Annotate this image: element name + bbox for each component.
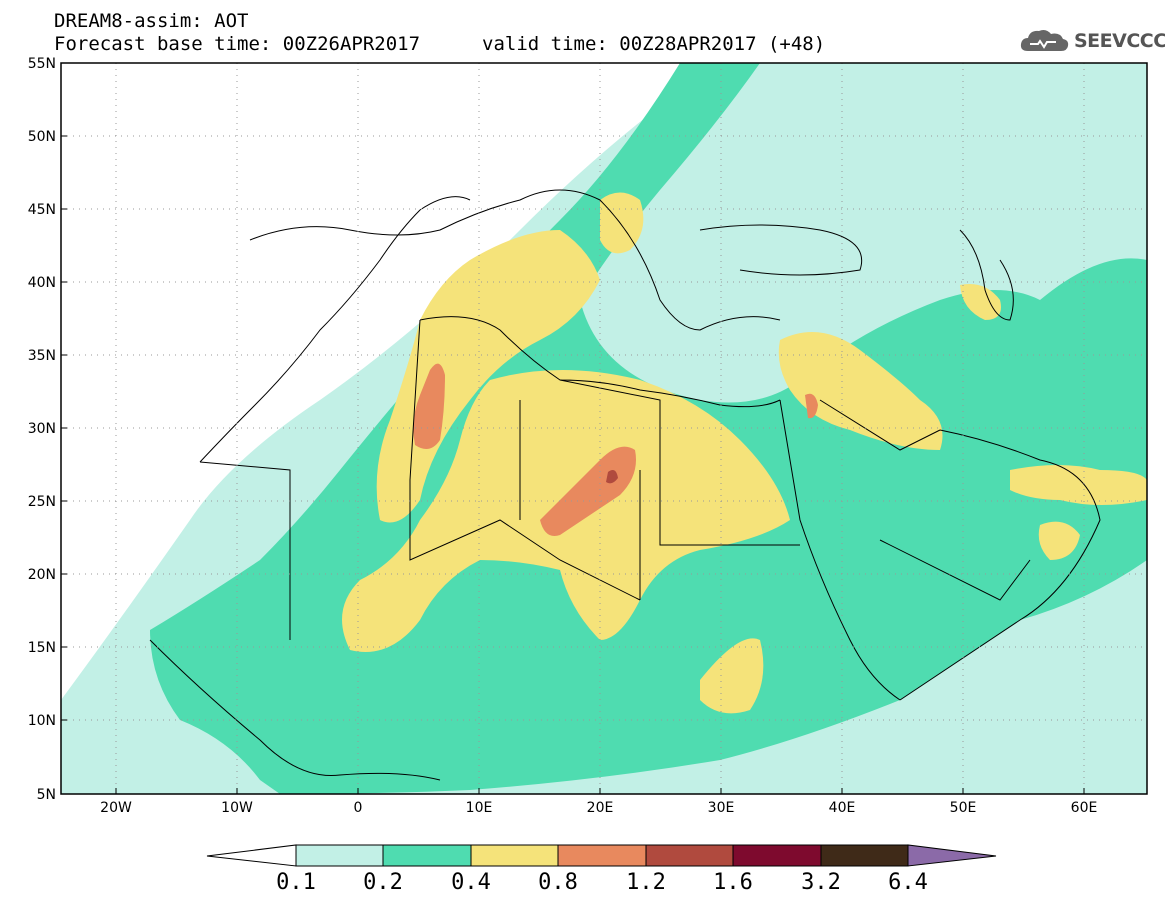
colorbar-label: 1.6 (713, 870, 753, 895)
coastline-caspian (959, 229, 1014, 321)
aot-contour-0.4-balkan (600, 192, 644, 254)
coastline-gulf-of-guinea (149, 639, 441, 781)
lat-label: 25N (28, 494, 56, 510)
lon-label: 50E (950, 800, 977, 816)
colorbar-swatch (557, 844, 647, 867)
colorbar-label: 0.4 (451, 870, 491, 895)
lat-label: 55N (28, 56, 56, 72)
lat-label: 10N (28, 713, 56, 729)
aot-contour-0.4-atlas (376, 230, 600, 523)
colorbar-swatch (732, 844, 822, 867)
lon-labels: 20W 10W 0 10E 20E 30E 40E 50E 60E (100, 800, 1097, 816)
lon-label: 40E (829, 800, 856, 816)
colorbar-swatch (470, 844, 559, 867)
lon-label: 60E (1071, 800, 1098, 816)
colorbar-low-arrow (206, 844, 297, 867)
lat-label: 40N (28, 275, 56, 291)
lat-label: 30N (28, 421, 56, 437)
lat-label: 20N (28, 567, 56, 583)
colorbar-swatch (645, 844, 734, 867)
seevccc-logo: SEEVCCC (1018, 27, 1165, 55)
lon-label: 20W (100, 800, 132, 816)
colorbar-swatch (820, 844, 909, 867)
coastline-black-sea (699, 224, 862, 276)
valid-time: valid time: 00Z28APR2017 (+48) (482, 33, 826, 55)
lat-label: 50N (28, 129, 56, 145)
lat-label: 45N (28, 202, 56, 218)
colorbar-label: 1.2 (626, 870, 666, 895)
cloud-icon (1020, 30, 1069, 51)
lon-label: 10W (221, 800, 253, 816)
graticule (61, 63, 1147, 794)
aot-contour-0.8-syria (805, 393, 818, 419)
aot-contour-0.4-caspian (960, 284, 1001, 320)
lon-label: 10E (466, 800, 493, 816)
forecast-base-time: Forecast base time: 00Z26APR2017 (54, 33, 421, 55)
colorbar-label: 6.4 (888, 870, 928, 895)
aot-contour-0.4-levant (778, 332, 943, 450)
aot-contour-0.4-gulf (1010, 465, 1147, 505)
coastline-europe (249, 189, 781, 331)
logo-text: SEEVCCC (1074, 30, 1165, 52)
coastline-arabia (899, 429, 1101, 701)
aot-contour-0.8-libya (540, 446, 636, 536)
lat-label: 5N (37, 787, 56, 803)
coastline-mediterranean-south (419, 316, 781, 408)
lon-label: 0 (354, 800, 363, 816)
aot-contour-0.4-oman (1038, 521, 1080, 560)
aot-contour-0.4-chad (700, 638, 764, 714)
colorbar-high-arrow (907, 844, 997, 867)
country-borders (199, 319, 1031, 640)
map-title: DREAM8-assim: AOT (54, 10, 249, 32)
colorbar-swatch (382, 844, 472, 867)
coastline-west-africa (199, 196, 471, 463)
colorbar (206, 844, 997, 867)
lat-label: 35N (28, 348, 56, 364)
lon-label: 20E (587, 800, 614, 816)
colorbar-label: 0.2 (363, 870, 403, 895)
colorbar-label: 3.2 (801, 870, 841, 895)
colorbar-label: 0.8 (538, 870, 578, 895)
lat-label: 15N (28, 640, 56, 656)
axis-ticks (61, 62, 1085, 795)
lon-label: 30E (708, 800, 735, 816)
colorbar-label: 0.1 (276, 870, 316, 895)
coastline-red-sea (779, 399, 901, 701)
aot-contour-1.2-libya (606, 470, 618, 484)
colorbar-swatch (295, 844, 384, 867)
coastlines-borders (149, 189, 1101, 781)
lat-labels: 55N 50N 45N 40N 35N 30N 25N 20N 15N 10N … (28, 56, 56, 803)
